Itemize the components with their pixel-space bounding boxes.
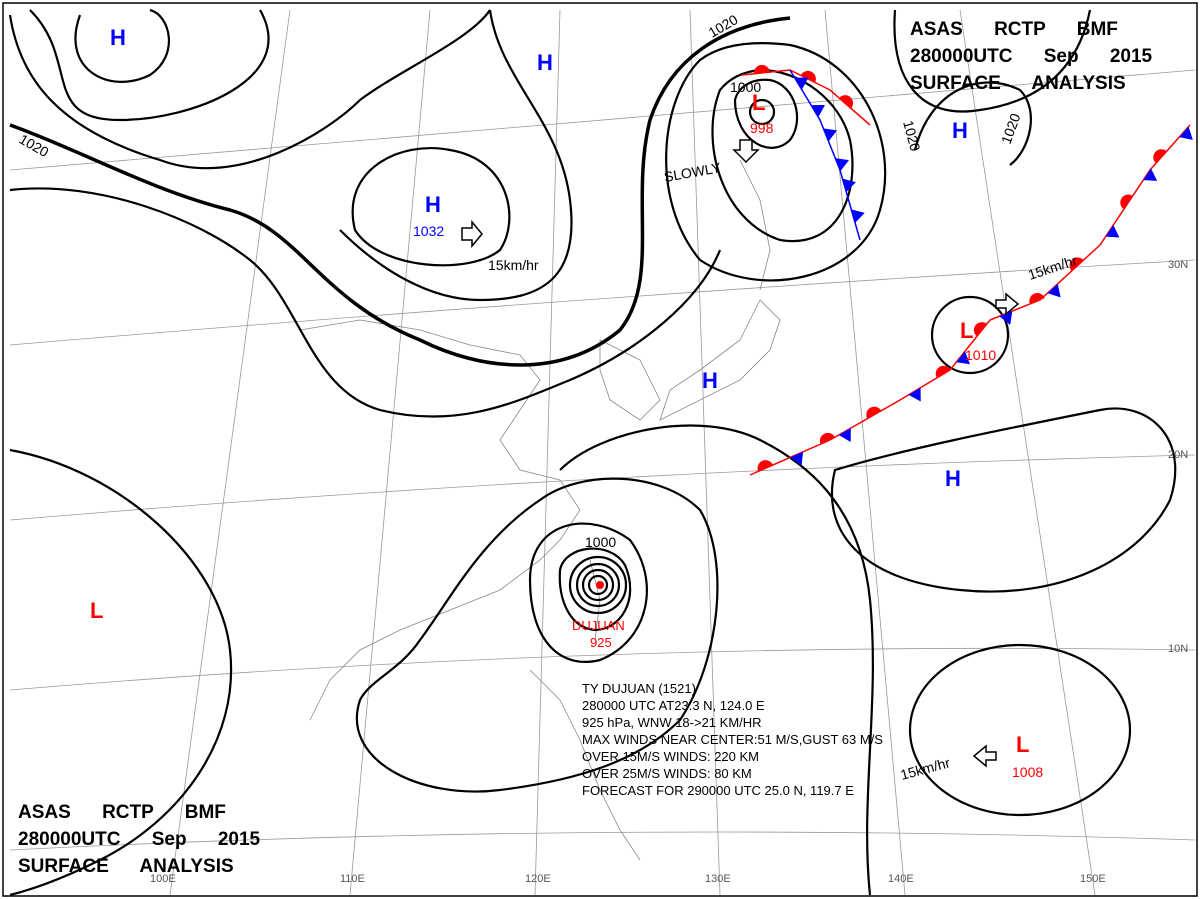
low-label: L [752, 90, 765, 115]
header-line: SURFACE ANALYSIS [18, 856, 234, 877]
cold-front-symbol [1047, 283, 1061, 298]
header-line: ASAS RCTP BMF [18, 802, 226, 823]
warm-front-symbol [973, 322, 987, 337]
lon-label: 120E [525, 873, 551, 885]
header-line: 280000UTC Sep 2015 [910, 46, 1153, 67]
high-label: H [425, 192, 441, 217]
bulletin-line: OVER 25M/S WINDS: 80 KM [582, 766, 752, 781]
cold-front-symbol [794, 77, 809, 90]
warm-front-symbol [1120, 194, 1133, 210]
warm-front-symbol [753, 64, 770, 74]
bulletin-line: MAX WINDS NEAR CENTER:51 M/S,GUST 63 M/S [582, 732, 883, 747]
cold-front-symbol [1105, 225, 1120, 238]
warm-front-symbol [866, 406, 882, 419]
pressure-value: 1010 [965, 347, 996, 363]
cold-front-symbol [842, 178, 856, 193]
lat-label: 10N [1168, 643, 1188, 655]
bulletin-line: FORECAST FOR 290000 UTC 25.0 N, 119.7 E [582, 783, 854, 798]
cold-front-symbol [1179, 126, 1193, 140]
cold-front-symbol [811, 104, 825, 118]
movement-label: 15km/hr [488, 257, 539, 273]
lon-label: 140E [888, 873, 914, 885]
high-label: H [537, 50, 553, 75]
warm-front-symbol [757, 460, 773, 472]
isobar-label: 1000 [730, 79, 761, 95]
cold-front-symbol [999, 311, 1013, 325]
cold-front-symbol [956, 351, 970, 365]
high-label: H [110, 25, 126, 50]
isobar-label: 1000 [585, 534, 616, 550]
cold-front-symbol [851, 209, 865, 223]
lon-label: 130E [705, 873, 731, 885]
lat-label: 30N [1168, 259, 1188, 271]
high-label: H [952, 118, 968, 143]
movement-arrows [461, 139, 1020, 768]
header-line: ASAS RCTP BMF [910, 19, 1118, 40]
header-line: SURFACE ANALYSIS [910, 73, 1126, 94]
warm-front-symbol [1069, 257, 1084, 271]
low-label: L [1016, 732, 1029, 757]
cold-front-symbol [1143, 168, 1158, 181]
high-label: H [702, 368, 718, 393]
pressure-value: 1008 [1012, 764, 1043, 780]
pressure-value: 998 [750, 120, 774, 136]
typhoon-bulletin: TY DUJUAN (1521) 280000 UTC AT23.3 N, 124… [582, 681, 883, 798]
warm-front-symbol [819, 432, 836, 445]
bulletin-line: OVER 15M/S WINDS: 220 KM [582, 749, 759, 764]
high-label: H [945, 466, 961, 491]
cold-front-symbol [838, 428, 851, 442]
cold-front-symbol [823, 128, 838, 142]
cold-front-symbol [908, 387, 921, 402]
pressure-value: 1032 [413, 223, 444, 239]
low-label: L [960, 318, 973, 343]
lon-label: 110E [340, 873, 365, 885]
warm-front-symbol [1029, 293, 1045, 305]
lat-label: 20N [1168, 449, 1188, 461]
warm-front-symbol [839, 95, 853, 109]
typhoon-center [596, 581, 604, 589]
bulletin-line: 925 hPa, WNW 18->21 KM/HR [582, 715, 762, 730]
warm-front-symbol [1153, 149, 1167, 164]
bulletin-line: 280000 UTC AT23.3 N, 124.0 E [582, 698, 765, 713]
coastline [299, 159, 781, 861]
typhoon-name: DUJUAN [572, 618, 625, 633]
isobar-label: 1020 [900, 119, 924, 153]
warm-front-symbol [935, 365, 951, 378]
cold-front-symbol [835, 158, 849, 172]
cold-front-symbol [790, 451, 804, 466]
warm-front-symbol [800, 70, 816, 83]
bulletin-line: TY DUJUAN (1521) [582, 681, 696, 696]
typhoon-pressure: 925 [590, 635, 612, 650]
header-line: 280000UTC Sep 2015 [18, 829, 261, 850]
fronts [741, 64, 1193, 476]
lon-label: 100E [150, 873, 176, 885]
low-label: L [90, 598, 103, 623]
graticule [9, 9, 1196, 896]
lon-label: 150E [1080, 873, 1106, 885]
isobars [8, 8, 1177, 897]
